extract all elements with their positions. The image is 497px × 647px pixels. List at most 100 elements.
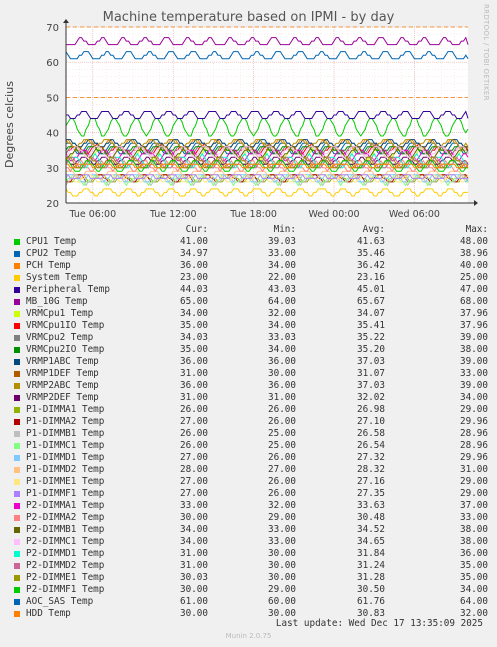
- legend-swatch: [14, 275, 20, 281]
- legend-series-name: P1-DIMMA1 Temp: [26, 404, 105, 415]
- legend-cur-value: 31.00: [180, 392, 208, 403]
- series-line: [66, 36, 469, 46]
- legend-min-value: 36.00: [268, 356, 296, 367]
- legend-swatch: [14, 599, 20, 605]
- legend-series-name: P1-DIMMB1 Temp: [26, 428, 105, 439]
- munin-version: Munin 2.0.75: [225, 632, 272, 640]
- last-update: Last update: Wed Dec 17 13:35:09 2025: [275, 618, 483, 629]
- legend-swatch: [14, 479, 20, 485]
- legend-cur-value: 26.00: [180, 440, 208, 451]
- legend-swatch: [14, 575, 20, 581]
- legend-row: PCH Temp 36.00 34.00 36.42 40.00: [14, 260, 488, 272]
- legend-swatch: [14, 539, 20, 545]
- rrdtool-watermark: RRDTOOL / TOBI OETIKER: [482, 4, 490, 101]
- legend-cur-value: 36.00: [180, 260, 208, 271]
- legend-series-name: P1-DIMMC1 Temp: [26, 440, 105, 451]
- legend-min-value: 32.00: [268, 500, 296, 511]
- x-tick-label: Tue 12:00: [149, 209, 197, 220]
- legend-row: VRMCpu2 Temp 34.03 33.03 35.22 39.00: [14, 332, 488, 344]
- legend-row: P1-DIMMD1 Temp 27.00 26.00 27.32 29.96: [14, 452, 488, 464]
- legend-swatch: [14, 515, 20, 521]
- legend-series-name: P2-DIMMB1 Temp: [26, 524, 105, 535]
- legend-row: P1-DIMMD2 Temp 28.00 27.00 28.32 31.00: [14, 464, 488, 476]
- legend-series-name: P2-DIMMA2 Temp: [26, 512, 105, 523]
- legend-avg-value: 31.28: [357, 572, 385, 583]
- legend-min-value: 25.00: [268, 428, 296, 439]
- legend-min-value: 30.00: [268, 368, 296, 379]
- legend-row: P2-DIMMA1 Temp 33.00 32.00 33.63 37.00: [14, 500, 488, 512]
- series-line: [66, 174, 468, 179]
- legend-swatch: [14, 527, 20, 533]
- legend-cur-value: 30.00: [180, 512, 208, 523]
- legend-avg-value: 33.63: [357, 500, 385, 511]
- legend-max-value: 68.00: [460, 296, 488, 307]
- legend-cur-value: 30.03: [180, 572, 208, 583]
- legend-row: VRMP2DEF Temp 31.00 31.00 32.02 34.00: [14, 392, 488, 404]
- legend-row: VRMCpu2IO Temp 35.00 34.00 35.20 38.00: [14, 344, 488, 356]
- legend-max-value: 48.00: [460, 236, 488, 247]
- x-tick-label: Wed 06:00: [389, 209, 440, 220]
- legend-avg-value: 27.10: [357, 416, 385, 427]
- legend-series-name: P1-DIMMA2 Temp: [26, 416, 105, 427]
- series-line: [65, 118, 469, 137]
- legend-cur-value: 36.00: [180, 380, 208, 391]
- legend-max-value: 29.00: [460, 476, 488, 487]
- series-line: [65, 156, 469, 169]
- legend-min-value: 26.00: [268, 476, 296, 487]
- legend-swatch: [14, 503, 20, 509]
- legend-min-value: 31.00: [268, 392, 296, 403]
- legend-max-value: 29.96: [460, 452, 488, 463]
- legend-avg-value: 23.16: [357, 272, 385, 283]
- legend-series-name: P2-DIMMD2 Temp: [26, 560, 105, 571]
- legend-swatch: [14, 431, 20, 437]
- legend-max-value: 31.00: [460, 464, 488, 475]
- legend-cur-value: 31.00: [180, 368, 208, 379]
- legend-min-value: 43.03: [268, 284, 296, 295]
- legend-series-name: VRMCpu1 Temp: [26, 308, 94, 319]
- legend-min-value: 33.03: [268, 332, 296, 343]
- col-min-header: Min:: [273, 224, 296, 235]
- legend-min-value: 33.00: [268, 524, 296, 535]
- legend-cur-value: 34.00: [180, 524, 208, 535]
- legend-row: Peripheral Temp 44.03 43.03 45.01 47.00: [14, 284, 488, 296]
- col-cur-header: Cur:: [185, 224, 208, 235]
- legend-series-name: P1-DIMMD2 Temp: [26, 464, 105, 475]
- legend-max-value: 34.00: [460, 392, 488, 403]
- legend-cur-value: 61.00: [180, 596, 208, 607]
- legend-series-name: AOC_SAS Temp: [26, 596, 94, 607]
- legend-max-value: 34.00: [460, 584, 488, 595]
- legend-cur-value: 31.00: [180, 560, 208, 571]
- legend-min-value: 22.00: [268, 272, 296, 283]
- legend-swatch: [14, 407, 20, 413]
- x-tick-label: Tue 06:00: [68, 209, 116, 220]
- legend-avg-value: 31.84: [357, 548, 385, 559]
- legend-series-name: VRMCpu1IO Temp: [26, 320, 105, 331]
- legend-swatch: [14, 239, 20, 245]
- legend-max-value: 35.00: [460, 572, 488, 583]
- legend-series-name: VRMCpu2 Temp: [26, 332, 94, 343]
- legend-row: System Temp 23.00 22.00 23.16 25.00: [14, 272, 488, 284]
- legend-swatch: [14, 335, 20, 341]
- legend-series-name: P1-DIMME1 Temp: [26, 476, 105, 487]
- legend-avg-value: 45.01: [357, 284, 385, 295]
- legend-avg-value: 61.76: [357, 596, 385, 607]
- legend-max-value: 33.00: [460, 368, 488, 379]
- legend-series-name: P2-DIMMA1 Temp: [26, 500, 105, 511]
- series-line: [65, 188, 468, 197]
- legend-series-name: P2-DIMMC1 Temp: [26, 536, 105, 547]
- legend-min-value: 25.00: [268, 440, 296, 451]
- legend-min-value: 26.00: [268, 404, 296, 415]
- legend-swatch: [14, 263, 20, 269]
- legend-row: HDD Temp 30.00 30.00 30.83 32.00: [14, 608, 488, 620]
- legend-min-value: 36.00: [268, 380, 296, 391]
- legend-row: CPU1 Temp 41.00 39.03 41.63 48.00: [14, 236, 488, 248]
- legend-header: Cur: Min: Avg: Max:: [14, 224, 488, 236]
- legend-series-name: P1-DIMMF1 Temp: [26, 488, 105, 499]
- legend-avg-value: 30.50: [357, 584, 385, 595]
- legend-row: P1-DIMMC1 Temp 26.00 25.00 26.54 28.96: [14, 440, 488, 452]
- col-avg-header: Avg:: [362, 224, 385, 235]
- legend-cur-value: 27.00: [180, 488, 208, 499]
- legend-max-value: 28.96: [460, 428, 488, 439]
- legend-row: P2-DIMMF1 Temp 30.00 29.00 30.50 34.00: [14, 584, 488, 596]
- legend-series-name: MB_10G Temp: [26, 296, 88, 307]
